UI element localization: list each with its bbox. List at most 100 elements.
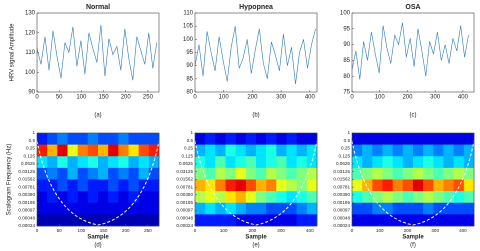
heatmap-cell: [433, 156, 444, 169]
heatmap-cell: [118, 167, 129, 180]
heatmap-cell: [225, 167, 236, 180]
y-tick-label: 120: [25, 30, 36, 36]
heatmap-cell: [195, 202, 206, 215]
heatmap-cell: [98, 179, 109, 192]
heatmap-cell: [453, 202, 465, 215]
y-tick-label: 85: [343, 58, 350, 64]
heatmap-cell: [392, 202, 404, 215]
heatmap-cell: [47, 191, 58, 204]
y-tick-label: 0.25: [184, 146, 193, 151]
y-tick-label: 0.0625: [336, 161, 350, 166]
heatmap-cell: [306, 144, 318, 157]
heatmap-cell: [37, 202, 48, 215]
heatmap-cell: [108, 191, 119, 204]
y-tick-label: 0.00195: [176, 200, 193, 205]
heatmap-cell: [67, 144, 78, 157]
heatmap-cell: [108, 179, 119, 192]
heatmap-cell: [372, 167, 383, 180]
heatmap-cell: [352, 167, 363, 180]
heatmap-cell: [67, 133, 78, 145]
heatmap-cell: [118, 156, 129, 169]
heatmap-cell: [128, 191, 139, 204]
heatmap-cell: [413, 202, 424, 215]
heatmap-cell: [276, 191, 287, 204]
heatmap-cell: [286, 214, 297, 227]
heatmap-cell: [118, 214, 129, 227]
heatmap-cell: [352, 202, 363, 215]
y-tick-label: 0.125: [339, 153, 351, 158]
heatmap-cell: [235, 214, 247, 227]
heatmap-cell: [463, 156, 475, 169]
signal-line: [194, 26, 316, 85]
caption: (a): [94, 113, 101, 119]
heatmap-cell: [286, 167, 297, 180]
heatmap-cell: [148, 179, 160, 192]
y-tick-label: 0.0625: [21, 161, 35, 166]
x-tick-label: 300: [277, 228, 285, 233]
heatmap-cell: [276, 167, 287, 180]
y-tick-label: 0.00097: [18, 208, 35, 213]
heatmap-cell: [108, 156, 119, 169]
heatmap-cell: [453, 191, 465, 204]
heatmap-cell: [276, 214, 287, 227]
heatmap-cell: [382, 214, 393, 227]
heatmap-cell: [306, 202, 318, 215]
heatmap-cell: [256, 156, 267, 169]
x-tick-label: 150: [99, 95, 110, 101]
heatmap-cell: [225, 144, 236, 157]
heatmap-cell: [195, 144, 206, 157]
heatmap-cell: [296, 202, 308, 215]
heatmap-cell: [433, 144, 444, 157]
heatmap-cell: [87, 144, 99, 157]
heatmap-cell: [77, 191, 89, 204]
heatmap-cell: [108, 133, 119, 145]
heatmap-cell: [433, 167, 444, 180]
y-tick-label: 100: [183, 37, 194, 43]
heatmap-cell: [245, 179, 257, 192]
x-axis-label: Sample: [87, 235, 109, 241]
y-tick-label: 100: [25, 70, 36, 76]
heatmap-cell: [372, 214, 383, 227]
heatmap-cell: [118, 133, 129, 145]
heatmap-cell: [215, 191, 226, 204]
heatmap-cell: [296, 179, 308, 192]
y-tick-label: 0.00781: [176, 184, 193, 189]
heatmap-cell: [286, 156, 297, 169]
heatmap-cell: [245, 156, 257, 169]
x-tick-label: 0: [351, 228, 354, 233]
heatmap-cell: [77, 167, 89, 180]
heatmap-cell: [118, 179, 129, 192]
heatmap-cell: [128, 214, 139, 227]
heatmap-cell: [443, 202, 454, 215]
y-tick-label: 110: [25, 50, 35, 56]
heatmap-cell: [225, 133, 236, 145]
x-axis-label: Sample: [402, 235, 424, 241]
heatmap-cell: [296, 191, 308, 204]
y-tick-label: 0.0625: [179, 161, 193, 166]
heatmap-cell: [433, 133, 444, 145]
heatmap-cell: [286, 133, 297, 145]
heatmap-cell: [47, 133, 58, 145]
heatmap-cell: [245, 144, 257, 157]
x-tick-label: 100: [78, 228, 86, 233]
x-tick-label: 400: [458, 95, 469, 101]
heatmap-cell: [372, 156, 383, 169]
heatmap-cell: [98, 191, 109, 204]
heatmap-cell: [215, 133, 226, 145]
heatmap-cell: [87, 202, 99, 215]
heatmap-cell: [463, 214, 475, 227]
heatmap-cell: [67, 202, 78, 215]
heatmap-cell: [195, 179, 206, 192]
x-tick-label: 50: [57, 228, 63, 233]
x-tick-label: 200: [121, 95, 132, 101]
heatmap-cell: [215, 202, 226, 215]
heatmap-cell: [195, 191, 206, 204]
heatmap-cell: [413, 144, 424, 157]
heatmap-cell: [47, 156, 58, 169]
heatmap-cell: [57, 167, 68, 180]
heatmap-cell: [37, 214, 48, 227]
heatmap-cell: [453, 179, 465, 192]
heatmap-cell: [77, 133, 89, 145]
heatmap-cell: [138, 214, 150, 227]
y-tick-label: 95: [186, 50, 193, 56]
